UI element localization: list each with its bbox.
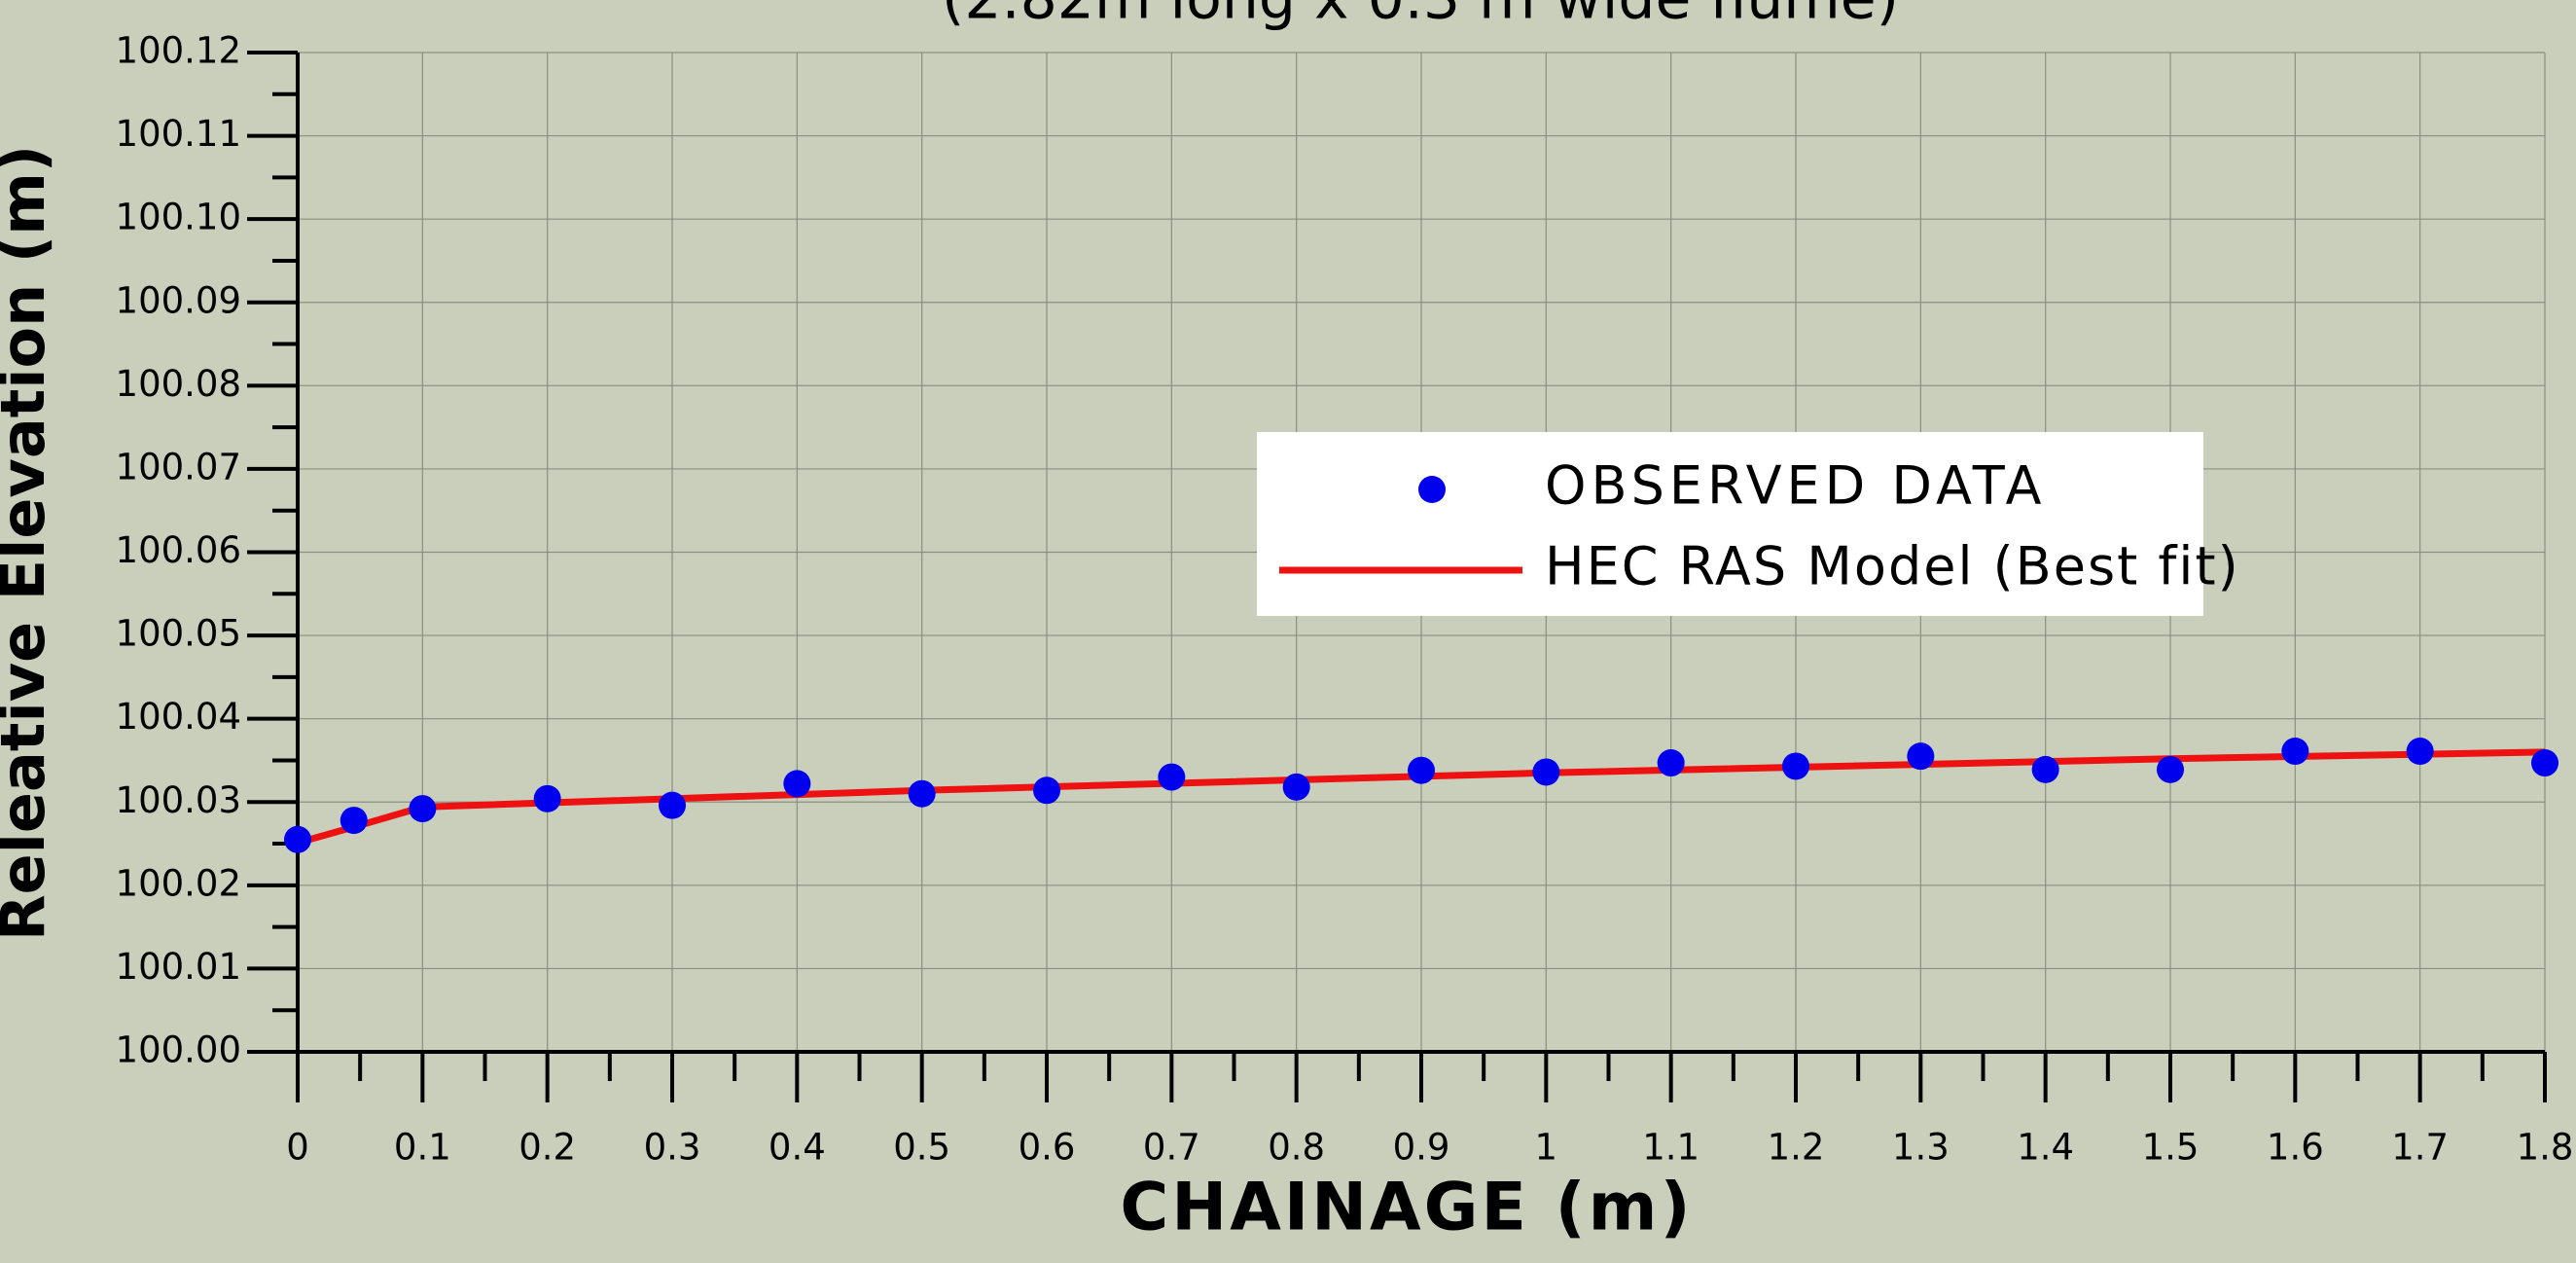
observed-point (659, 791, 686, 819)
observed-point (1532, 758, 1560, 786)
x-tick-label: 1.8 (2517, 1127, 2574, 1169)
observed-point (908, 779, 936, 808)
x-tick-label: 1.1 (1642, 1127, 1699, 1169)
x-tick-label: 1.3 (1892, 1127, 1950, 1169)
x-tick-label: 0.2 (519, 1127, 576, 1169)
legend-label: OBSERVED DATA (1545, 455, 2046, 517)
x-tick-label: 0.6 (1019, 1127, 1076, 1169)
x-tick-label: 1.6 (2267, 1127, 2324, 1169)
observed-point (409, 795, 437, 823)
y-tick-label: 100.01 (116, 946, 241, 988)
y-tick-label: 100.05 (116, 613, 241, 655)
x-tick-label: 0.8 (1268, 1127, 1325, 1169)
observed-point (2031, 755, 2059, 783)
observed-point (284, 825, 311, 853)
observed-point (783, 770, 811, 798)
x-tick-label: 0.5 (893, 1127, 950, 1169)
y-tick-label: 100.09 (116, 279, 241, 321)
y-tick-label: 100.07 (116, 446, 241, 487)
x-tick-label: 0.4 (769, 1127, 826, 1169)
y-tick-label: 100.03 (116, 779, 241, 821)
observed-point (1033, 776, 1060, 805)
observed-point (533, 784, 561, 812)
observed-point (2406, 738, 2434, 766)
legend: OBSERVED DATA HEC RAS Model (Best fit) (1257, 432, 2240, 616)
x-tick-label: 1.7 (2391, 1127, 2449, 1169)
observed-point (2531, 749, 2558, 777)
x-tick-label: 0.1 (394, 1127, 451, 1169)
y-tick-label: 100.02 (116, 862, 241, 904)
y-tick-label: 100.04 (116, 696, 241, 738)
x-tick-label: 1.4 (2017, 1127, 2074, 1169)
y-tick-label: 100.06 (116, 529, 241, 571)
observed-point (2157, 755, 2184, 783)
y-tick-label: 100.08 (116, 363, 241, 405)
y-axis-title: Releative Elevation (m) (0, 145, 58, 941)
observed-point (1408, 756, 1435, 784)
chart-title: (2.82m long x 0.3 m wide flume) (942, 0, 1899, 33)
observed-point (1282, 773, 1310, 801)
x-tick-label: 1.5 (2142, 1127, 2200, 1169)
x-tick-label: 0.3 (644, 1127, 701, 1169)
y-tick-label: 100.10 (116, 197, 241, 238)
observed-point (1782, 752, 1809, 780)
y-tick-label: 100.12 (116, 30, 241, 72)
x-tick-label: 0 (286, 1127, 309, 1169)
x-tick-label: 1.2 (1768, 1127, 1825, 1169)
legend-label: HEC RAS Model (Best fit) (1545, 536, 2240, 597)
x-tick-label: 1 (1535, 1127, 1558, 1169)
legend-box (1257, 432, 2203, 616)
observed-point (340, 807, 368, 835)
y-tick-label: 100.00 (116, 1029, 241, 1071)
y-tick-label: 100.11 (116, 113, 241, 155)
observed-point (1657, 749, 1685, 777)
legend-marker (1418, 476, 1446, 503)
x-axis-title: CHAINAGE (m) (1120, 1170, 1693, 1246)
observed-point (1907, 742, 1935, 771)
x-tick-label: 0.9 (1393, 1127, 1450, 1169)
observed-point (1158, 763, 1186, 791)
x-tick-label: 0.7 (1143, 1127, 1200, 1169)
observed-point (2281, 738, 2309, 766)
